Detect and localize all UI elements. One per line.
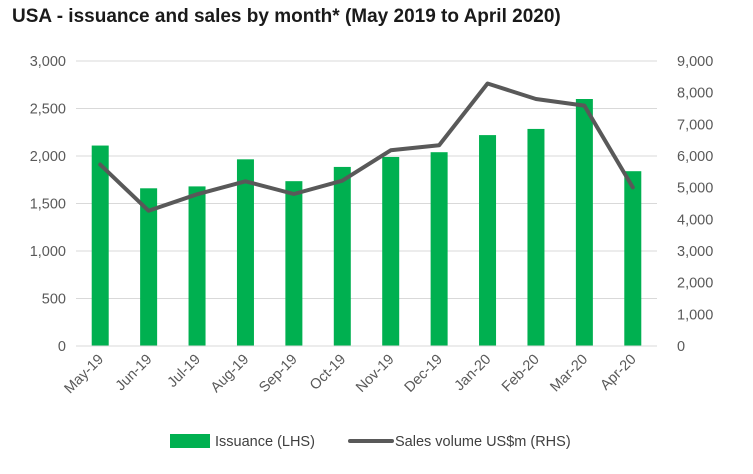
issuance-bar <box>624 171 642 346</box>
left-tick-label: 2,500 <box>30 102 66 118</box>
x-tick-label: Aug-19 <box>208 352 252 396</box>
issuance-bar <box>188 186 206 346</box>
right-tick-label: 4,000 <box>677 212 713 228</box>
right-tick-label: 5,000 <box>677 181 713 197</box>
sales-volume-point <box>196 193 198 195</box>
sales-line <box>98 81 635 213</box>
left-tick-label: 1,500 <box>30 197 66 213</box>
issuance-bar <box>236 159 254 346</box>
x-tick-label: Jan-20 <box>452 352 495 395</box>
issuance-bar <box>382 156 400 346</box>
sales-volume-point <box>583 105 585 107</box>
issuance-bars <box>91 99 642 346</box>
left-tick-label: 500 <box>42 292 66 308</box>
sales-volume-point <box>487 82 489 84</box>
issuance-bar <box>430 152 448 346</box>
issuance-bar <box>479 135 497 346</box>
sales-volume-point <box>535 98 537 100</box>
sales-volume-point <box>632 186 634 188</box>
right-tick-label: 2,000 <box>677 276 713 292</box>
right-tick-label: 1,000 <box>677 307 713 323</box>
legend: Issuance (LHS) Sales volume US$m (RHS) <box>170 434 571 450</box>
issuance-bar <box>140 188 158 346</box>
right-tick-label: 0 <box>677 339 685 355</box>
left-tick-label: 0 <box>58 339 66 355</box>
sales-volume-point <box>341 180 343 182</box>
sales-volume-line <box>98 81 635 213</box>
x-tick-label: Jul-19 <box>165 352 204 391</box>
x-tick-label: Feb-20 <box>499 352 543 396</box>
right-tick-label: 7,000 <box>677 117 713 133</box>
sales-volume-point <box>293 193 295 195</box>
right-tick-label: 3,000 <box>677 244 713 260</box>
x-tick-label: Sep-19 <box>256 352 300 396</box>
sales-volume-point <box>99 164 101 166</box>
issuance-bar <box>333 166 351 346</box>
right-tick-label: 9,000 <box>677 54 713 70</box>
axes: 0 500 1,000 1,500 2,000 2,500 3,000 0 1,000 2,000… <box>30 54 714 397</box>
left-tick-label: 2,000 <box>30 149 66 165</box>
issuance-bar <box>91 145 109 346</box>
sales-volume-point <box>148 210 150 212</box>
sales-volume-point <box>244 180 246 182</box>
x-tick-label: Oct-19 <box>307 352 349 394</box>
sales-volume-point <box>438 144 440 146</box>
legend-issuance-label: Issuance (LHS) <box>215 434 315 450</box>
issuance-bar <box>285 181 303 346</box>
legend-issuance-swatch <box>170 434 210 448</box>
x-tick-label: May-19 <box>62 352 108 398</box>
right-tick-label: 8,000 <box>677 86 713 102</box>
sales-volume-point <box>390 149 392 151</box>
x-tick-label: Dec-19 <box>402 352 446 396</box>
chart-title: USA - issuance and sales by month* (May … <box>12 6 561 27</box>
issuance-bar <box>575 99 593 346</box>
x-tick-label: Apr-20 <box>598 352 640 394</box>
x-tick-label: Jun-19 <box>113 352 156 395</box>
x-tick-label: Mar-20 <box>547 352 591 396</box>
x-tick-label: Nov-19 <box>353 352 397 396</box>
legend-sales-label: Sales volume US$m (RHS) <box>395 434 571 450</box>
left-tick-label: 3,000 <box>30 54 66 70</box>
issuance-bar <box>527 128 545 346</box>
left-tick-label: 1,000 <box>30 244 66 260</box>
right-tick-label: 6,000 <box>677 149 713 165</box>
